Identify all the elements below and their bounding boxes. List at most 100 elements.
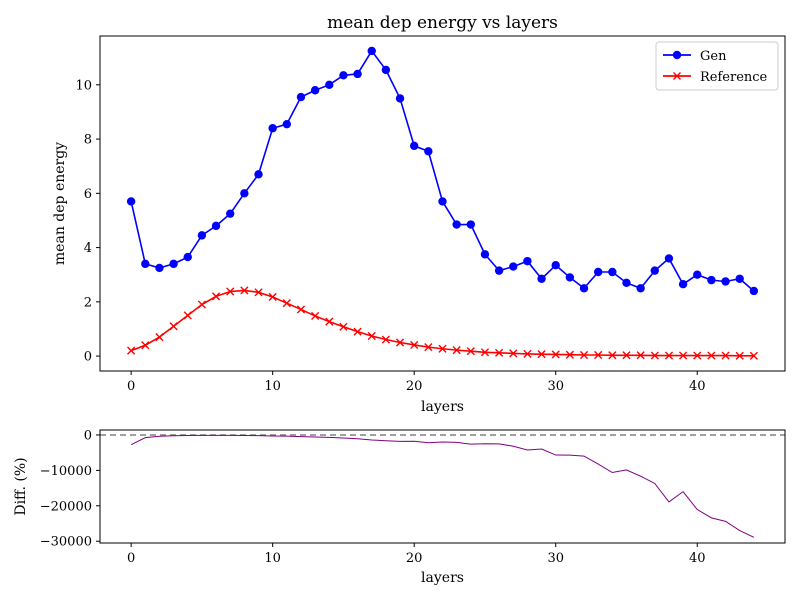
legend-gen-marker — [672, 50, 682, 60]
legend-reference-label: Reference — [700, 70, 768, 85]
top-series-reference-point — [155, 332, 164, 342]
top-y-tick-label: 6 — [84, 187, 92, 202]
top-series-gen-point — [537, 274, 546, 283]
top-series-gen-point — [636, 284, 645, 293]
top-y-axis-label: mean dep energy — [52, 142, 68, 265]
top-series-reference-point — [565, 350, 574, 359]
top-series-reference-point — [693, 351, 702, 360]
top-series-reference-point — [381, 335, 390, 344]
bottom-plot-area: 0 10 20 30 40 0 −10000 −20000 −30000 — [40, 428, 785, 566]
top-series-reference-line — [130, 289, 754, 357]
top-series-reference-point — [466, 347, 475, 356]
top-series-gen-point — [211, 221, 221, 231]
bottom-x-tick-label: 10 — [264, 551, 281, 566]
bottom-x-tick-label: 20 — [406, 551, 423, 566]
top-series-gen-point — [551, 261, 560, 270]
top-y-tick-label: 10 — [75, 78, 92, 93]
top-series-reference-point — [608, 351, 617, 360]
top-series-gen-point — [226, 209, 235, 218]
top-series-gen-point — [466, 220, 476, 229]
top-x-tick-label: 10 — [264, 379, 281, 394]
legend-gen-label: Gen — [700, 49, 727, 64]
top-series-reference-point — [438, 344, 447, 353]
top-series-reference-point — [325, 317, 334, 326]
top-series-reference-point — [424, 343, 433, 352]
top-series-gen-point — [523, 256, 532, 266]
top-series-reference-point — [537, 350, 546, 359]
top-series-reference-point — [339, 322, 348, 331]
top-series-gen-point — [310, 86, 320, 95]
top-series-gen-point — [678, 279, 688, 289]
bottom-y-tick-label: −30000 — [40, 535, 92, 550]
top-series-reference-point — [452, 346, 461, 355]
top-series-gen-point — [721, 277, 730, 286]
top-series-gen-point — [480, 250, 490, 259]
top-series-gen-point — [593, 267, 603, 277]
top-series-reference-point — [622, 351, 631, 360]
top-series-reference-point — [495, 348, 504, 357]
top-series-reference-point — [636, 351, 645, 360]
top-series-reference-point — [127, 346, 136, 355]
top-series-gen-point — [438, 197, 447, 206]
top-series-gen-point — [452, 220, 461, 229]
top-x-tick-label: 30 — [547, 379, 564, 394]
top-y-tick-label: 0 — [84, 350, 92, 365]
legend-reference-marker — [673, 72, 681, 80]
top-series-reference-point — [551, 350, 560, 359]
top-series-gen-point — [367, 46, 376, 56]
top-series-reference-point — [395, 338, 405, 347]
top-series-gen-point — [749, 286, 759, 296]
top-series-gen-point — [424, 147, 433, 156]
top-series-gen-point — [579, 284, 589, 293]
top-series-gen-point — [296, 92, 306, 102]
top-series-gen-point — [268, 124, 277, 133]
top-series-gen-point — [240, 189, 249, 198]
top-x-tick-label: 0 — [127, 379, 135, 394]
bottom-x-tick-label: 0 — [127, 551, 135, 566]
top-series-gen-point — [325, 80, 334, 90]
chart-title: mean dep energy vs layers — [327, 13, 558, 33]
top-series-reference-point — [226, 287, 235, 296]
top-axes-frame — [99, 35, 786, 372]
top-series-reference-point — [707, 351, 716, 360]
bottom-x-tick-label: 30 — [547, 551, 564, 566]
legend: Gen Reference — [655, 41, 779, 91]
top-series-reference-point — [197, 300, 206, 309]
bottom-y-tick-label: −10000 — [40, 464, 92, 479]
top-series-reference-point — [749, 351, 758, 360]
bottom-y-tick-label: −20000 — [40, 499, 92, 514]
top-series-reference-point — [141, 341, 150, 350]
top-series-gen-point — [197, 231, 207, 240]
top-y-tick-label: 8 — [84, 133, 92, 148]
top-series-gen-point — [693, 270, 702, 279]
top-series-reference-point — [523, 349, 532, 359]
top-series-reference-point — [594, 350, 603, 360]
top-y-tick-label: 4 — [84, 241, 92, 256]
top-series-reference-point — [735, 351, 744, 360]
top-series-reference-point — [410, 340, 419, 350]
top-series-reference-point — [650, 351, 659, 360]
top-series-gen-point — [155, 263, 164, 273]
bottom-x-axis-label: layers — [421, 570, 464, 586]
top-series-gen-point — [254, 170, 263, 179]
bottom-series-diff-line — [130, 434, 755, 538]
top-series-gen-point — [395, 94, 405, 103]
top-series-gen-point — [735, 274, 744, 283]
top-series-reference-point — [169, 322, 178, 331]
top-series-reference-point — [353, 327, 362, 336]
top-series-gen-point — [381, 65, 391, 75]
top-series-reference-point — [311, 311, 320, 321]
top-series-reference-point — [282, 299, 291, 308]
top-series-reference-point — [664, 351, 674, 360]
top-plot-area: 0 10 20 30 40 0 2 4 6 8 10 — [75, 46, 759, 394]
top-series-gen-point — [650, 266, 659, 275]
top-series-reference-point — [254, 288, 263, 297]
top-y-tick-label: 2 — [84, 295, 92, 310]
top-series-reference-point — [480, 348, 490, 357]
bottom-axes-frame — [99, 429, 786, 544]
top-series-reference-point — [240, 286, 249, 295]
top-series-reference-point — [211, 292, 221, 301]
top-series-gen-point — [565, 273, 575, 282]
top-series-gen-point — [409, 141, 419, 151]
